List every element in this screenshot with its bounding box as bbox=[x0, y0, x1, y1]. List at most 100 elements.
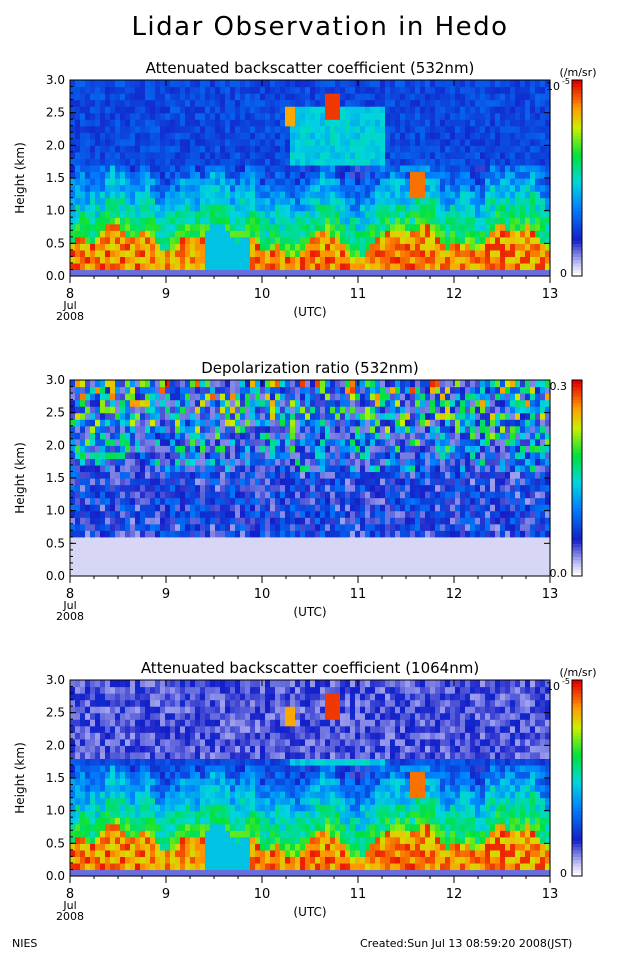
heatmap-cell bbox=[135, 569, 141, 577]
heatmap-cell bbox=[110, 419, 116, 427]
heatmap-cell bbox=[455, 80, 461, 88]
heatmap-cell bbox=[285, 517, 291, 525]
heatmap-cell bbox=[410, 197, 416, 205]
heatmap-cell bbox=[275, 543, 281, 551]
heatmap-cell bbox=[165, 80, 171, 88]
colorbar-segment bbox=[572, 99, 582, 104]
heatmap-cell bbox=[270, 86, 276, 94]
heatmap-cell bbox=[160, 543, 166, 551]
heatmap-cell bbox=[300, 569, 306, 577]
heatmap-cell bbox=[435, 217, 441, 225]
heatmap-cell bbox=[275, 445, 281, 453]
heatmap-cell bbox=[520, 145, 526, 153]
heatmap-cell bbox=[160, 151, 166, 159]
heatmap-cell bbox=[130, 393, 136, 401]
heatmap-cell bbox=[90, 549, 96, 557]
heatmap-cell bbox=[400, 230, 406, 238]
heatmap-cell bbox=[360, 178, 366, 186]
heatmap-cell bbox=[355, 432, 361, 440]
heatmap-cell bbox=[360, 464, 366, 473]
heatmap-cell bbox=[70, 171, 76, 179]
heatmap-cell bbox=[325, 425, 331, 433]
heatmap-cell bbox=[350, 419, 356, 427]
heatmap-cell bbox=[160, 497, 166, 505]
heatmap-cell bbox=[135, 438, 141, 446]
heatmap-cell bbox=[325, 399, 331, 407]
colorbar-segment bbox=[572, 132, 582, 137]
heatmap-cell bbox=[160, 451, 166, 459]
heatmap-cell bbox=[315, 497, 321, 505]
heatmap-cell bbox=[285, 491, 291, 499]
heatmap-cell bbox=[210, 386, 216, 394]
colorbar-segment bbox=[572, 129, 582, 133]
heatmap-cell bbox=[320, 249, 326, 257]
heatmap-cell bbox=[125, 556, 131, 564]
heatmap-cell bbox=[270, 406, 276, 414]
heatmap-cell bbox=[535, 151, 541, 159]
heatmap-cell bbox=[350, 230, 356, 238]
heatmap-cell bbox=[355, 569, 361, 577]
heatmap-cell bbox=[125, 138, 131, 146]
heatmap-cell bbox=[240, 99, 246, 107]
heatmap-cell bbox=[255, 569, 261, 577]
heatmap-cell bbox=[360, 158, 366, 166]
heatmap-cell bbox=[315, 99, 321, 107]
heatmap-cell bbox=[390, 497, 396, 505]
heatmap-cell bbox=[110, 543, 116, 551]
heatmap-cell bbox=[325, 93, 331, 101]
colorbar-segment bbox=[572, 197, 582, 202]
heatmap-cell bbox=[335, 99, 341, 107]
heatmap-cell bbox=[115, 230, 121, 238]
heatmap-cell bbox=[485, 99, 491, 107]
heatmap-cell bbox=[365, 125, 371, 133]
heatmap-cell bbox=[365, 562, 371, 571]
heatmap-cell bbox=[490, 197, 496, 205]
heatmap-cell bbox=[295, 569, 301, 577]
heatmap-cell bbox=[420, 236, 426, 244]
heatmap-cell bbox=[80, 99, 86, 107]
heatmap-cell bbox=[380, 549, 386, 557]
heatmap-cell bbox=[345, 269, 351, 277]
heatmap-cell bbox=[240, 178, 246, 186]
heatmap-cell bbox=[105, 230, 111, 238]
heatmap-cell bbox=[415, 230, 421, 238]
heatmap-cell bbox=[210, 478, 216, 486]
heatmap-cell bbox=[205, 210, 211, 218]
heatmap-cell bbox=[365, 530, 371, 538]
heatmap-cell bbox=[260, 184, 266, 192]
heatmap-cell bbox=[325, 510, 331, 518]
heatmap-cell bbox=[110, 497, 116, 505]
heatmap-cell bbox=[320, 504, 326, 512]
heatmap-cell bbox=[230, 132, 236, 140]
heatmap-cell bbox=[495, 125, 501, 133]
heatmap-cell bbox=[80, 510, 86, 518]
heatmap-cell bbox=[475, 145, 481, 153]
heatmap-cell bbox=[385, 132, 391, 140]
heatmap-cell bbox=[340, 178, 346, 186]
heatmap-cell bbox=[120, 138, 126, 146]
heatmap-cell bbox=[510, 125, 516, 133]
heatmap-cell bbox=[545, 125, 551, 133]
heatmap-cell bbox=[350, 406, 356, 414]
heatmap-cell bbox=[390, 399, 396, 407]
heatmap-cell bbox=[265, 471, 271, 479]
heatmap-cell bbox=[70, 178, 76, 186]
heatmap-cell bbox=[160, 530, 166, 538]
heatmap-cell bbox=[325, 80, 331, 88]
heatmap-cell bbox=[505, 99, 511, 107]
heatmap-cell bbox=[355, 484, 361, 492]
heatmap-cell bbox=[115, 217, 121, 225]
heatmap-cell bbox=[365, 204, 371, 212]
heatmap-cell bbox=[160, 393, 166, 401]
heatmap-cell bbox=[240, 556, 246, 564]
heatmap-cell bbox=[170, 204, 176, 212]
heatmap-cell bbox=[270, 138, 276, 146]
heatmap-cell bbox=[520, 230, 526, 238]
heatmap-cell bbox=[205, 393, 211, 401]
colorbar-segment bbox=[572, 191, 582, 195]
heatmap-cell bbox=[195, 543, 201, 551]
heatmap-cell bbox=[270, 184, 276, 192]
heatmap-cell bbox=[330, 112, 336, 120]
heatmap-cell bbox=[315, 112, 321, 120]
heatmap-cell bbox=[545, 171, 551, 179]
